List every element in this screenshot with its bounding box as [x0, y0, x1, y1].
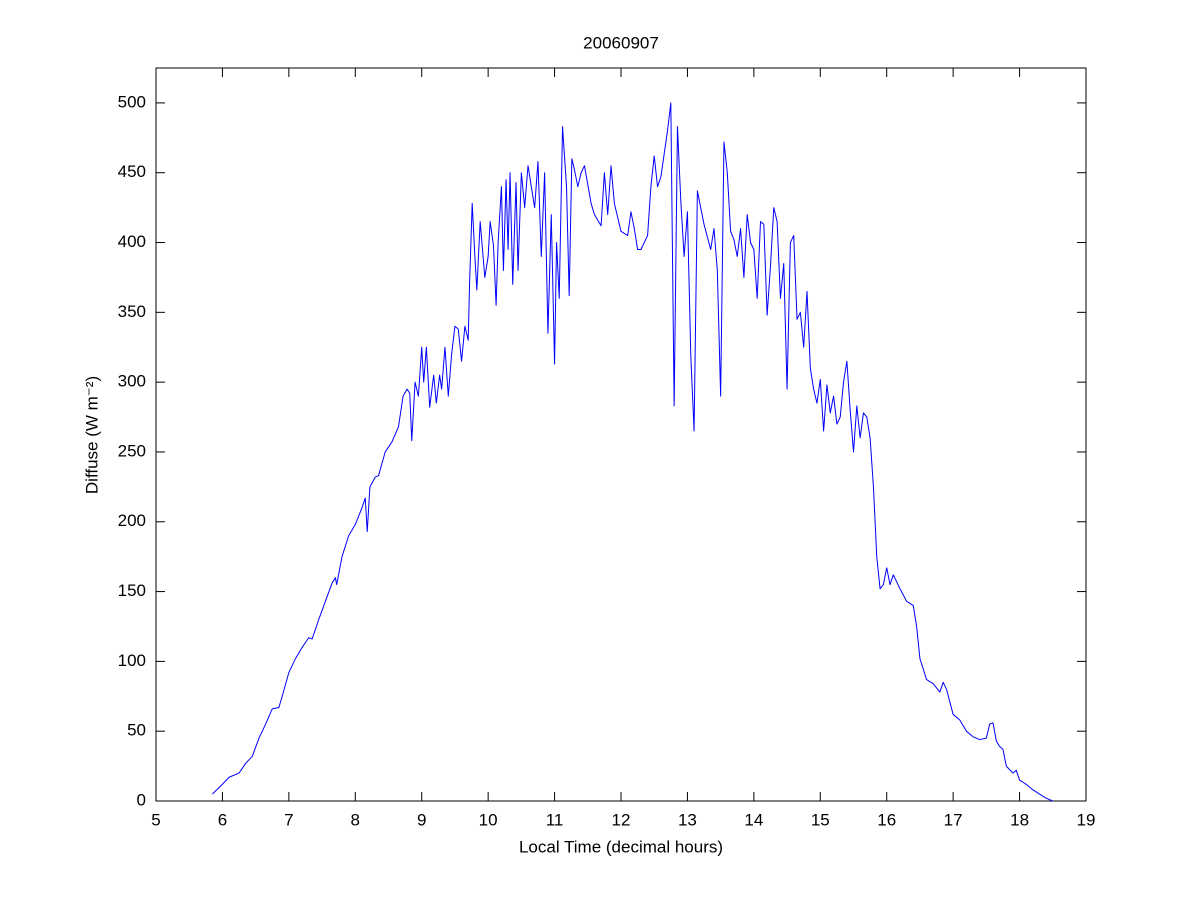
x-tick-label: 8 — [351, 810, 360, 829]
x-tick-label: 12 — [612, 810, 631, 829]
y-tick-label: 150 — [118, 581, 146, 600]
x-tick-label: 16 — [877, 810, 896, 829]
y-tick-label: 200 — [118, 511, 146, 530]
x-tick-label: 19 — [1077, 810, 1096, 829]
y-tick-label: 350 — [118, 302, 146, 321]
y-tick-label: 500 — [118, 92, 146, 111]
x-tick-label: 13 — [678, 810, 697, 829]
x-tick-label: 6 — [218, 810, 227, 829]
data-line — [212, 102, 1053, 802]
x-tick-label: 18 — [1010, 810, 1029, 829]
x-tick-label: 10 — [479, 810, 498, 829]
x-tick-label: 11 — [546, 810, 564, 829]
x-tick-label: 15 — [811, 810, 830, 829]
x-tick-label: 14 — [744, 810, 763, 829]
y-tick-label: 100 — [118, 651, 146, 670]
y-axis-label: Diffuse (W m⁻²) — [82, 376, 101, 494]
chart-title: 20060907 — [583, 33, 659, 52]
x-axis-label: Local Time (decimal hours) — [519, 837, 723, 856]
x-tick-label: 17 — [944, 810, 963, 829]
y-tick-label: 250 — [118, 441, 146, 460]
x-tick-label: 7 — [284, 810, 293, 829]
x-tick-label: 9 — [417, 810, 426, 829]
y-tick-label: 50 — [127, 721, 146, 740]
y-tick-label: 300 — [118, 372, 146, 391]
x-tick-label: 5 — [151, 810, 160, 829]
y-tick-label: 0 — [137, 790, 146, 809]
y-tick-label: 450 — [118, 162, 146, 181]
y-tick-label: 400 — [118, 232, 146, 251]
